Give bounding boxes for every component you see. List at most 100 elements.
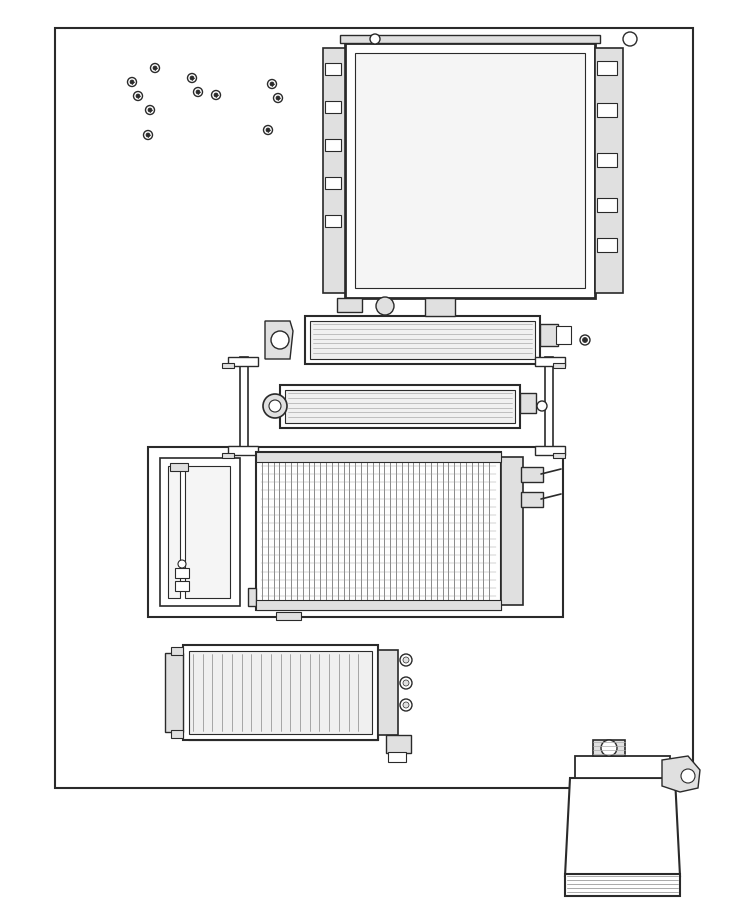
Bar [185,466,230,598]
Bar [240,357,248,455]
Circle shape [127,77,136,86]
Bar [325,215,341,227]
Bar [340,35,600,43]
Bar [175,581,189,591]
Bar [171,647,183,655]
Circle shape [270,82,274,86]
Circle shape [276,96,280,100]
Bar [323,48,345,293]
Bar [325,139,341,151]
Circle shape [601,740,617,756]
Bar [170,463,188,471]
Circle shape [268,79,276,88]
Circle shape [133,92,142,101]
Bar [325,101,341,113]
Circle shape [211,91,221,100]
Bar [345,43,595,298]
Bar [597,153,617,167]
Circle shape [400,677,412,689]
Circle shape [681,769,695,783]
Circle shape [580,335,590,345]
Circle shape [273,94,282,103]
Bar [597,238,617,252]
Bar [337,298,362,312]
Bar [595,48,623,293]
Bar [160,458,240,606]
Circle shape [144,130,153,140]
Bar [256,600,501,610]
Bar [545,357,553,455]
Circle shape [403,680,409,686]
Bar [386,735,411,753]
Circle shape [269,400,281,412]
Bar [388,752,406,762]
Circle shape [376,297,394,315]
Bar [425,298,455,316]
Bar [378,650,398,735]
Circle shape [193,87,202,96]
Bar [285,390,515,423]
Bar [228,357,258,366]
Circle shape [146,133,150,137]
Polygon shape [265,321,293,359]
Bar [256,452,501,610]
Circle shape [214,93,218,97]
Circle shape [190,76,194,80]
Bar [553,453,565,458]
Bar [556,326,571,344]
Circle shape [130,80,134,84]
Bar [168,466,180,598]
Bar [535,357,565,366]
Circle shape [403,702,409,708]
Bar [305,316,540,364]
Circle shape [178,560,186,568]
Bar [325,177,341,189]
Bar [575,756,670,778]
Circle shape [537,401,547,411]
Bar [55,28,693,788]
Circle shape [400,654,412,666]
Circle shape [403,657,409,663]
Bar [325,63,341,75]
Bar [188,650,378,740]
Circle shape [623,32,637,46]
Circle shape [196,90,200,94]
Bar [175,568,189,578]
Bar [520,393,536,413]
Bar [183,645,378,740]
Bar [276,612,301,620]
Bar [256,452,501,462]
Circle shape [271,331,289,349]
Bar [521,467,543,482]
Bar [501,457,523,605]
Bar [171,730,183,738]
Circle shape [153,66,157,70]
Bar [165,653,183,732]
Bar [597,103,617,117]
Bar [222,453,234,458]
Bar [565,874,680,896]
Bar [597,61,617,75]
Polygon shape [565,778,680,876]
Circle shape [264,125,273,134]
Bar [597,198,617,212]
Bar [228,446,258,455]
Polygon shape [662,756,700,792]
Circle shape [400,699,412,711]
Bar [355,53,585,288]
Circle shape [266,128,270,132]
Circle shape [145,105,155,114]
Bar [521,492,543,507]
Circle shape [263,394,287,418]
Bar [148,447,563,617]
Circle shape [370,34,380,44]
Bar [593,740,625,756]
Circle shape [150,64,159,73]
Bar [248,588,256,606]
Bar [222,363,234,368]
Bar [280,385,520,428]
Bar [535,446,565,455]
Circle shape [582,338,588,343]
Circle shape [148,108,152,112]
Circle shape [187,74,196,83]
